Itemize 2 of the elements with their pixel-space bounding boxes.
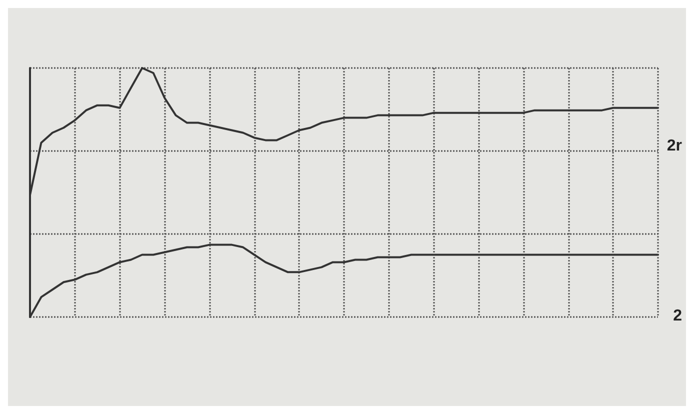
text: 2 — [673, 308, 682, 324]
text: 2r — [666, 138, 682, 154]
